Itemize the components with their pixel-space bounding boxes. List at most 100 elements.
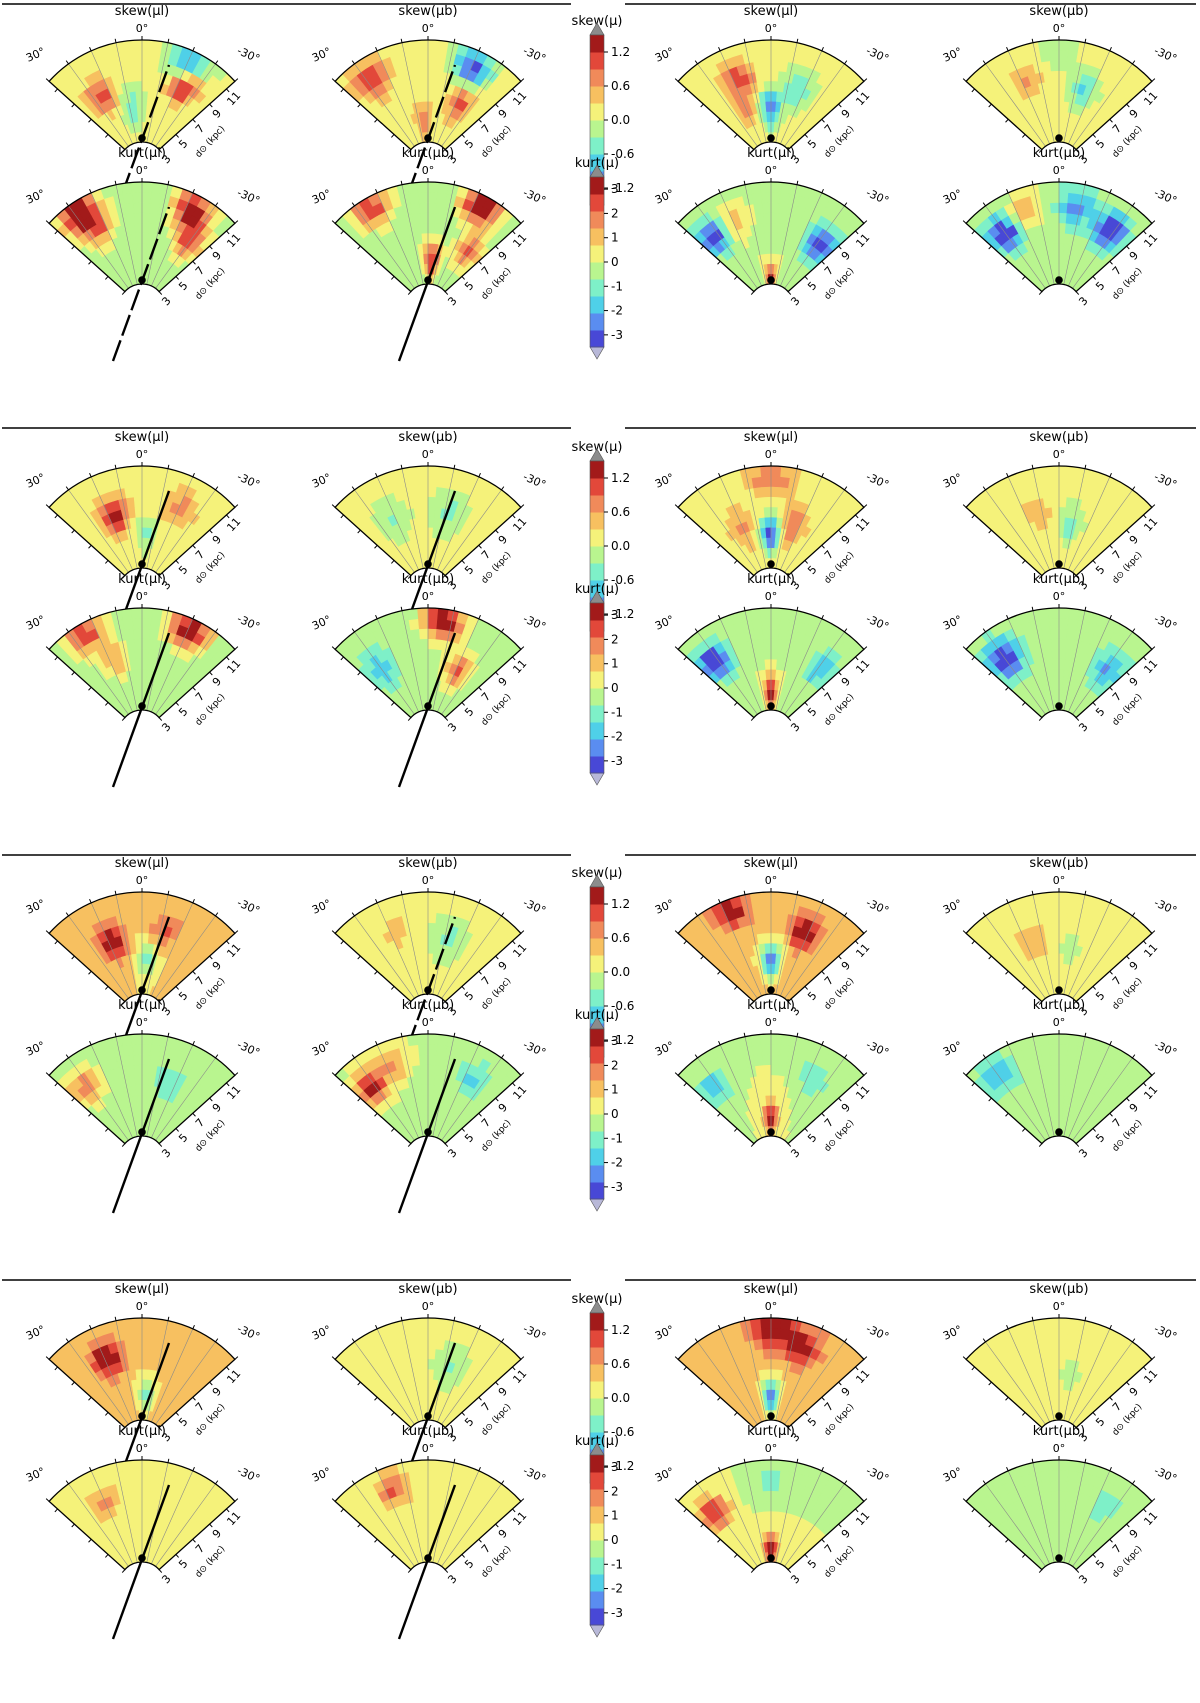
heat-cell: [1048, 892, 1060, 903]
radial-tick: [1126, 671, 1130, 676]
heat-cell: [418, 60, 429, 72]
wedge-outline: [965, 181, 1153, 293]
heat-cell: [1050, 496, 1060, 508]
heat-cell: [427, 506, 436, 518]
angle-label-30: 30°: [653, 45, 676, 65]
heat-cell: [406, 892, 419, 905]
angle-tick: [45, 78, 50, 82]
radial-tick: [374, 544, 378, 549]
angle-tick: [331, 220, 336, 224]
heat-cell: [1041, 912, 1052, 925]
grid-line: [985, 205, 1046, 289]
radial-tick-label: 3: [1076, 720, 1090, 734]
angle-tick: [45, 504, 50, 508]
angle-tick: [453, 606, 456, 611]
heat-cell: [1039, 192, 1051, 205]
heat-cell: [418, 912, 429, 924]
heat-cell: [761, 60, 772, 72]
heat-cell: [141, 638, 151, 650]
radial-tick: [821, 970, 825, 975]
angle-tick: [375, 898, 378, 904]
angle-tick: [962, 930, 967, 934]
heat-cell: [124, 628, 135, 641]
radial-tick: [838, 671, 842, 676]
heat-cell: [1053, 526, 1060, 538]
heat-cell: [141, 222, 150, 234]
radial-tick: [734, 702, 738, 706]
radial-tick-label: 5: [176, 989, 190, 1003]
grid-line: [376, 192, 419, 287]
angle-tick: [1132, 202, 1136, 207]
wedge-outline: [965, 39, 1153, 151]
heat-cell: [753, 486, 764, 499]
heat-cell: [1058, 212, 1068, 224]
heat-cell: [1049, 617, 1060, 630]
heat-cell: [1048, 39, 1060, 51]
angle-tick: [1132, 486, 1136, 491]
angle-tick: [1006, 472, 1009, 478]
angle-tick: [234, 78, 239, 82]
angle-tick: [520, 504, 525, 508]
heat-cell: [764, 942, 772, 954]
radial-tick: [1092, 986, 1096, 990]
heat-cell: [138, 263, 143, 275]
heat-cell: [1058, 181, 1070, 193]
radial-tick: [461, 560, 465, 564]
heat-cell: [1049, 202, 1060, 214]
heat-cell: [1055, 973, 1060, 985]
radial-tick: [226, 230, 230, 235]
radial-tick-label: 7: [479, 122, 493, 136]
angle-tick: [351, 912, 355, 917]
radial-tick: [1005, 544, 1009, 549]
heat-cell: [762, 922, 772, 934]
heat-cell: [141, 496, 151, 508]
heat-cell: [427, 212, 437, 224]
angle-label-30: 30°: [310, 897, 333, 917]
heat-cell: [421, 90, 429, 102]
radial-tick: [734, 560, 738, 564]
heat-cell: [1053, 668, 1060, 680]
panel-title: kurt(μb): [402, 146, 454, 161]
grid-line: [1068, 50, 1111, 145]
heat-cell: [760, 892, 772, 903]
radial-tick: [855, 514, 859, 519]
grid-line: [441, 205, 502, 289]
heat-cell: [131, 608, 143, 619]
heat-cell: [141, 475, 152, 488]
panel-title: skew(μl): [115, 430, 170, 445]
angle-label-30: 30°: [24, 613, 47, 633]
heat-cell: [764, 516, 772, 528]
heat-cell: [127, 506, 137, 519]
angle-tick: [331, 504, 336, 508]
heat-cell: [1039, 902, 1051, 915]
heat-cell: [756, 80, 766, 93]
radial-tick-label: 9: [839, 959, 853, 973]
heat-cell: [133, 922, 143, 934]
angle-label-0: 0°: [136, 874, 149, 887]
heat-cell: [1042, 496, 1053, 509]
angle-tick: [215, 486, 219, 491]
radial-tick: [226, 656, 230, 661]
heat-cell: [1058, 486, 1069, 498]
heat-cell: [427, 932, 436, 944]
radial-tick: [787, 149, 792, 153]
heat-cell: [132, 60, 143, 72]
radial-tick: [495, 529, 499, 534]
heat-cell: [1051, 506, 1060, 518]
heat-cell: [767, 689, 772, 701]
heat-cell: [418, 628, 429, 640]
panel-title: kurt(μb): [402, 572, 454, 587]
heat-cell: [761, 475, 772, 488]
heat-cell: [423, 679, 429, 691]
grid-line: [432, 184, 455, 285]
angle-tick: [478, 614, 481, 620]
heat-cell: [141, 486, 152, 498]
radial-tick: [512, 514, 516, 519]
angle-tick: [234, 646, 239, 650]
heat-cell: [1049, 475, 1060, 488]
angle-tick: [400, 890, 403, 895]
heat-cell: [408, 476, 420, 489]
angle-label-30: 30°: [310, 613, 333, 633]
heat-cell: [1058, 628, 1069, 640]
